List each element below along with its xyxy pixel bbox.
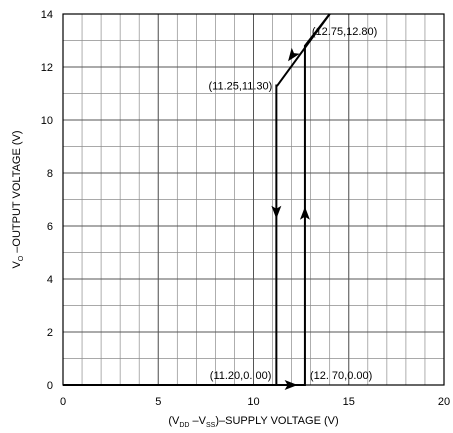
direction-arrow: [284, 380, 298, 390]
y-tick-label: 8: [47, 168, 53, 180]
y-axis-title: VO –OUTPUT VOLTAGE (V): [11, 130, 25, 268]
y-tick-labels: 0 2 4 6 8 10 12 14: [41, 9, 53, 392]
x-tick-label: 15: [343, 396, 355, 408]
direction-arrow: [299, 206, 310, 220]
y-tick-label: 14: [41, 9, 53, 21]
point-label: (11.20,0. 00): [210, 370, 272, 382]
x-axis-title: (VDD –VSS)–SUPPLY VOLTAGE (V): [168, 415, 338, 429]
direction-arrow: [288, 47, 300, 62]
y-tick-label: 10: [41, 115, 53, 127]
series-line: [63, 13, 331, 386]
x-tick-label: 0: [60, 396, 66, 408]
x-tick-label: 5: [155, 396, 161, 408]
point-annotations: (12.75,12.80) (11.25,11.30) (11.20,0. 00) (…: [209, 26, 378, 382]
y-tick-label: 2: [47, 327, 53, 339]
x-tick-labels: 0 5 10 15 20: [60, 396, 450, 408]
y-tick-label: 12: [41, 62, 53, 74]
x-tick-label: 10: [247, 396, 259, 408]
point-label: (11.25,11.30): [209, 81, 273, 93]
point-label: (12. 70,0.00): [310, 370, 372, 382]
x-tick-label: 20: [438, 396, 450, 408]
y-tick-label: 0: [47, 380, 53, 392]
y-tick-label: 4: [47, 274, 53, 286]
series-layer: [63, 13, 331, 390]
y-tick-label: 6: [47, 221, 53, 233]
point-label: (12.75,12.80): [312, 26, 377, 38]
direction-arrow: [271, 205, 282, 219]
